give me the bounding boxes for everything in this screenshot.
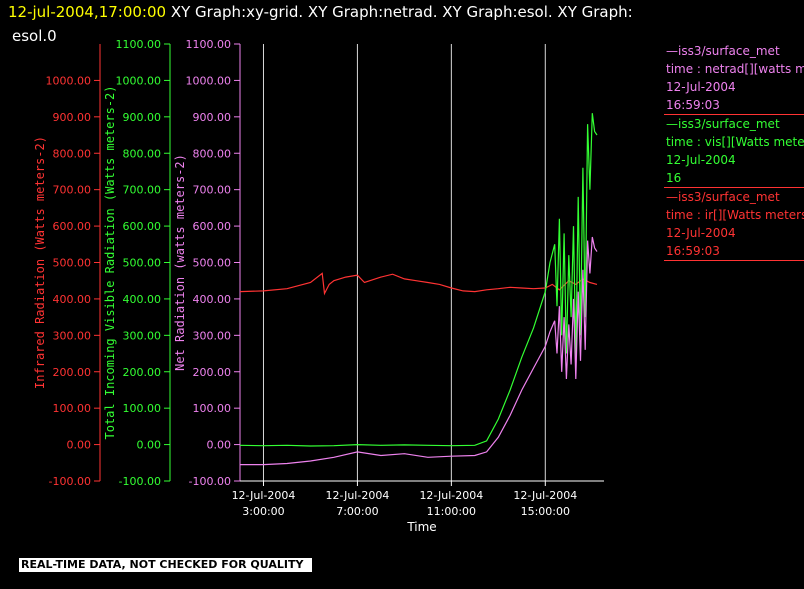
vis-axis-tick-label: -100.00 [119, 475, 161, 488]
axes-layer: -100.00 0.00 100.00 200.00 300.00 400.00 500.0… [33, 38, 241, 488]
series-ir [239, 272, 598, 296]
netrad-axis-tick-label: 100.00 [193, 402, 232, 415]
netrad-axis-tick-label: 0.00 [207, 439, 232, 452]
vis-axis: -100.00 0.00 100.00 200.00 300.00 400.00 500.0… [103, 38, 171, 488]
netrad-axis-tick-label: 500.00 [193, 257, 232, 270]
x-tick-label-time: 15:00:00 [521, 505, 570, 518]
vis-axis-tick-label: 400.00 [123, 293, 162, 306]
series-vis [239, 113, 598, 447]
ir-axis-tick-label: 700.00 [53, 184, 92, 197]
legend-date: 12-Jul-2004 [666, 153, 736, 167]
ir-axis-tick-label: 600.00 [53, 220, 92, 233]
vis-axis-tick-label: 700.00 [123, 184, 162, 197]
legend-title: —iss3/surface_met [666, 117, 780, 131]
vis-axis-tick-label: 500.00 [123, 257, 162, 270]
graph-header: 12-jul-2004,17:00:00 XY Graph:xy-grid. X… [0, 0, 790, 50]
legend-time: 16 [666, 171, 682, 185]
legend: —iss3/surface_met time : netrad[][watts … [664, 42, 804, 261]
ir-axis-tick-label: 900.00 [53, 111, 92, 124]
x-tick-label-date: 12-Jul-2004 [419, 489, 483, 502]
x-axis-label: Time [406, 520, 436, 534]
vis-axis-tick-label: 900.00 [123, 111, 162, 124]
header-line-2: esol.0 [12, 27, 57, 45]
ir-axis-tick-label: 800.00 [53, 147, 92, 160]
ir-axis-tick-label: 400.00 [53, 293, 92, 306]
header-titles: XY Graph:xy-grid. XY Graph:netrad. XY Gr… [166, 3, 633, 21]
vis-axis-tick-label: 600.00 [123, 220, 162, 233]
ir-axis-tick-label: -100.00 [49, 475, 91, 488]
legend-entry-ir: —iss3/surface_met time : ir[][Watts mete… [664, 188, 804, 261]
netrad-axis-tick-label: 900.00 [193, 111, 232, 124]
vis-axis-tick-label: 300.00 [123, 329, 162, 342]
vis-axis-label: Total Incoming Visible Radiation (Watts … [103, 85, 117, 439]
x-tick-label-time: 11:00:00 [427, 505, 476, 518]
netrad-axis-tick-label: -100.00 [189, 475, 231, 488]
netrad-axis: -100.00 0.00 100.00 200.00 300.00 400.00 500.0… [173, 38, 241, 488]
netrad-axis-tick-label: 200.00 [193, 366, 232, 379]
header-line-1: 12-jul-2004,17:00:00 XY Graph:xy-grid. X… [8, 3, 633, 21]
legend-time: 16:59:03 [666, 98, 720, 112]
legend-variable: time : netrad[][watts me [666, 62, 804, 76]
netrad-axis-tick-label: 1000.00 [186, 74, 232, 87]
ir-axis-tick-label: 300.00 [53, 329, 92, 342]
legend-date: 12-Jul-2004 [666, 80, 736, 94]
legend-variable: time : ir[][Watts meters [666, 208, 804, 222]
ir-axis-tick-label: 200.00 [53, 366, 92, 379]
netrad-axis-tick-label: 800.00 [193, 147, 232, 160]
legend-entry-netrad: —iss3/surface_met time : netrad[][watts … [664, 42, 804, 115]
vis-axis-tick-label: 100.00 [123, 402, 162, 415]
x-tick-label-date: 12-Jul-2004 [326, 489, 390, 502]
x-tick-label-date: 12-Jul-2004 [513, 489, 577, 502]
x-tick-label-date: 12-Jul-2004 [232, 489, 296, 502]
legend-variable: time : vis[][Watts meter [666, 135, 804, 149]
vis-axis-tick-label: 1100.00 [116, 38, 162, 51]
vis-axis-tick-label: 800.00 [123, 147, 162, 160]
legend-entry-vis: —iss3/surface_met time : vis[][Watts met… [664, 115, 804, 188]
ir-axis-tick-label: 500.00 [53, 257, 92, 270]
quality-disclaimer: REAL-TIME DATA, NOT CHECKED FOR QUALITY [19, 558, 312, 572]
legend-date: 12-Jul-2004 [666, 226, 736, 240]
vis-axis-tick-label: 200.00 [123, 366, 162, 379]
ir-axis-label: Infrared Radiation (Watts meters-2) [33, 136, 47, 389]
vis-axis-tick-label: 0.00 [137, 439, 162, 452]
ir-axis-tick-label: 1000.00 [46, 74, 92, 87]
x-tick-label-time: 3:00:00 [242, 505, 284, 518]
x-axis: 12-Jul-2004 3:00:00 12-Jul-2004 7:00:00 12-J… [232, 480, 604, 534]
series-layer [239, 113, 598, 466]
netrad-axis-tick-label: 600.00 [193, 220, 232, 233]
legend-title: —iss3/surface_met [666, 190, 780, 204]
legend-time: 16:59:03 [666, 244, 720, 258]
series-netrad [240, 236, 598, 466]
header-datetime: 12-jul-2004,17:00:00 [8, 3, 167, 21]
grid-layer [262, 44, 546, 481]
ir-axis-tick-label: 0.00 [67, 439, 92, 452]
netrad-axis-tick-label: 300.00 [193, 329, 232, 342]
ir-axis-tick-label: 100.00 [53, 402, 92, 415]
ir-axis: -100.00 0.00 100.00 200.00 300.00 400.00 500.0… [33, 44, 101, 488]
x-tick-label-time: 7:00:00 [336, 505, 378, 518]
netrad-axis-label: Net Radiation (watts meters-2) [173, 154, 187, 371]
netrad-axis-tick-label: 1100.00 [186, 38, 232, 51]
netrad-axis-tick-label: 700.00 [193, 184, 232, 197]
legend-title: —iss3/surface_met [666, 44, 780, 58]
vis-axis-tick-label: 1000.00 [116, 74, 162, 87]
netrad-axis-tick-label: 400.00 [193, 293, 232, 306]
